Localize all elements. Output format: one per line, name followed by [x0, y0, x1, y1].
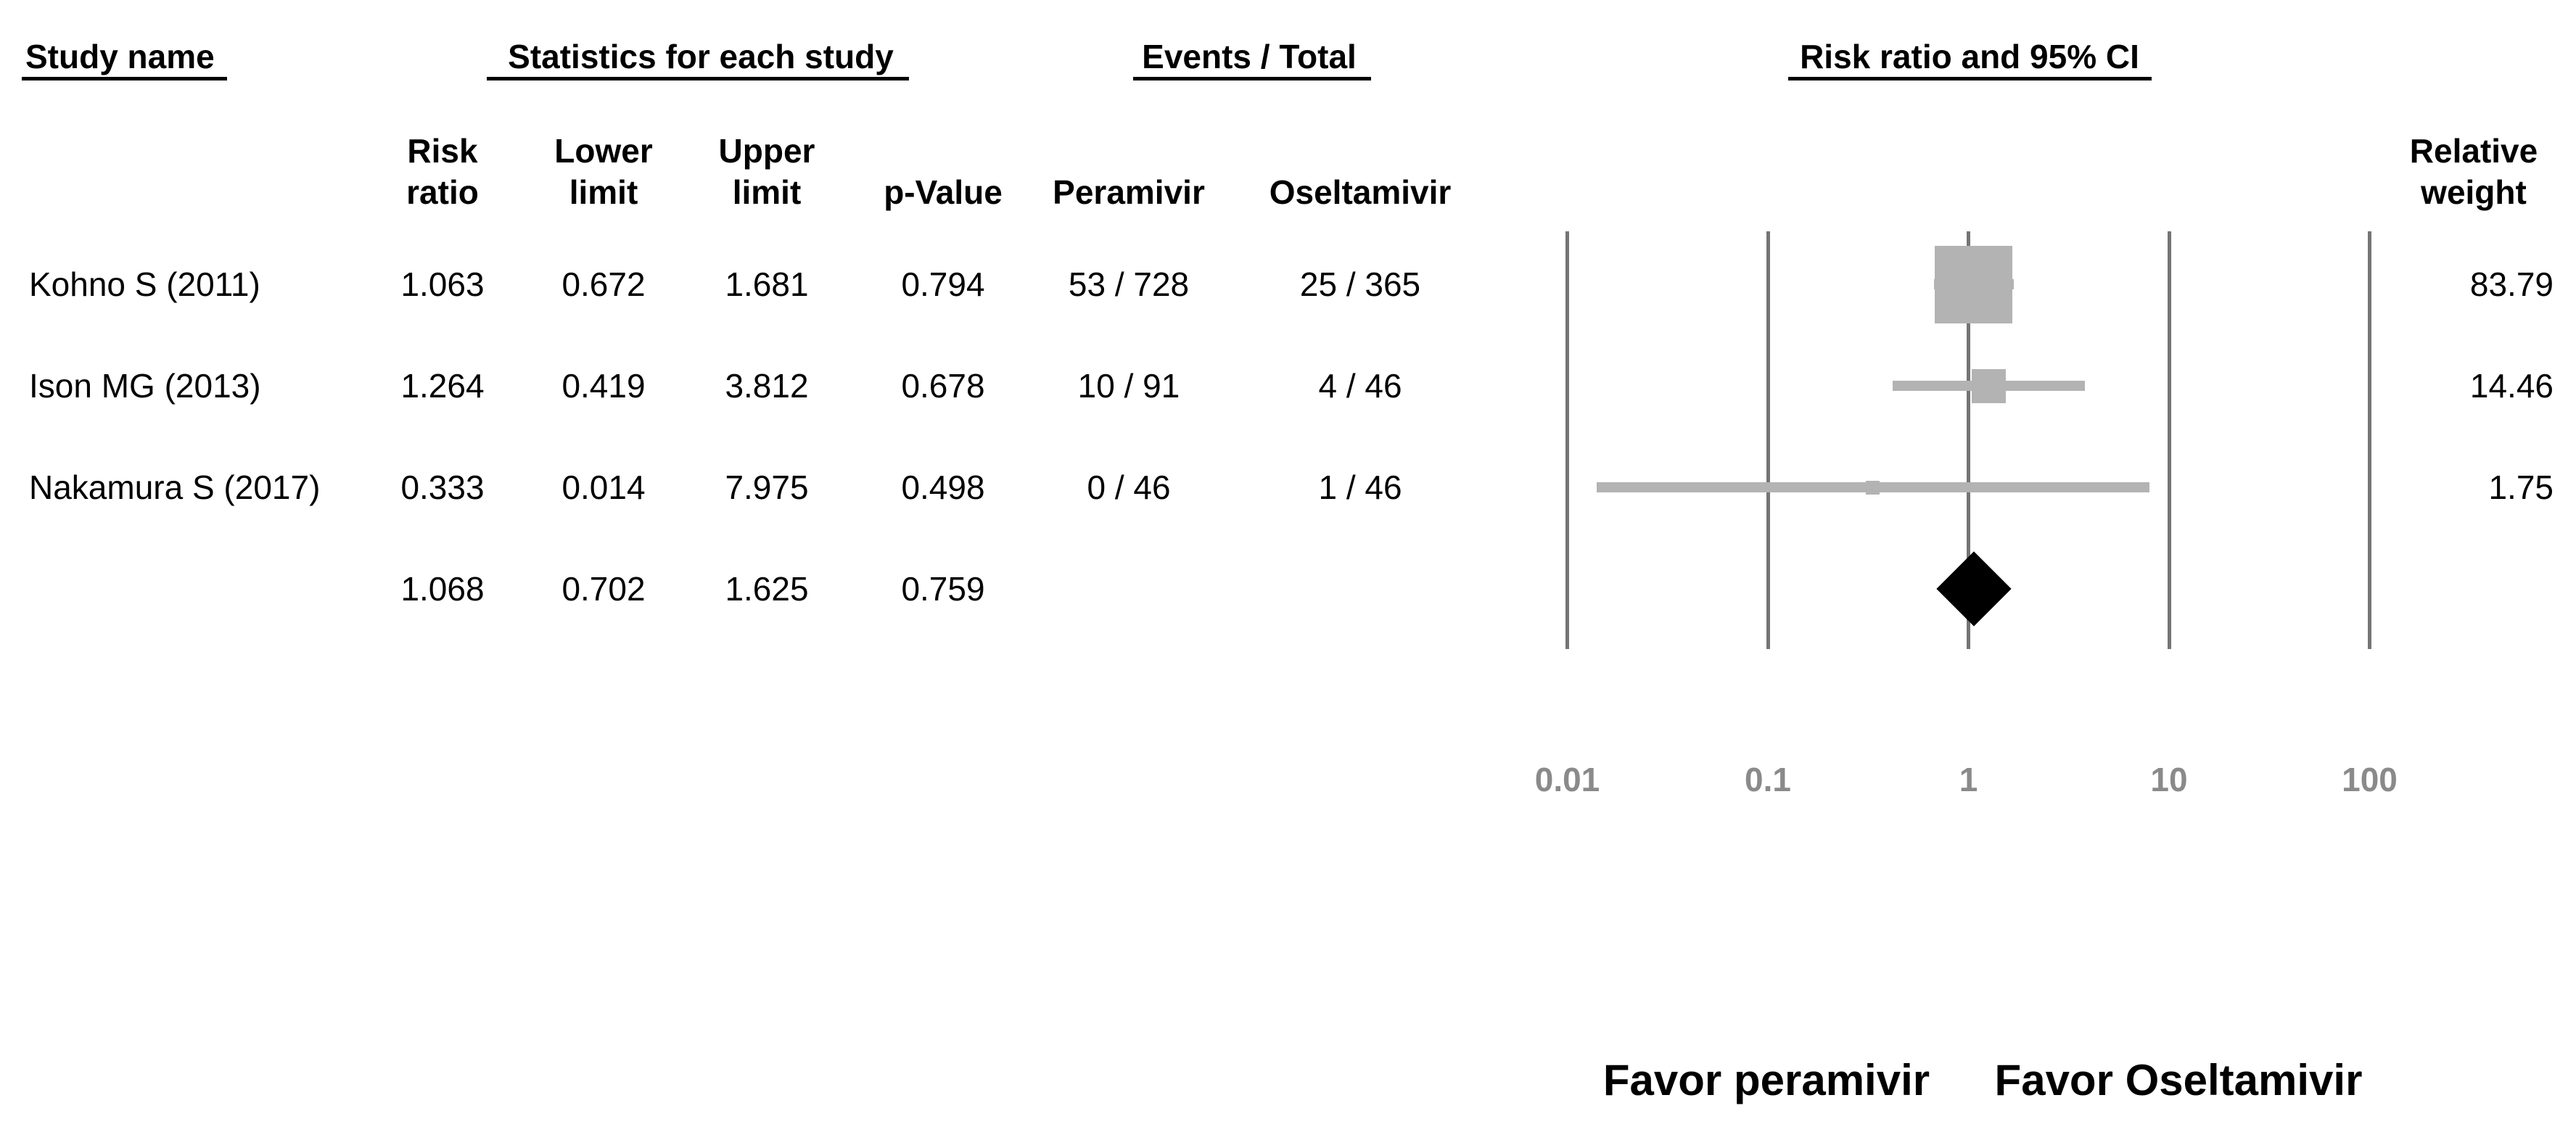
group-header-underline-2 [1133, 77, 1371, 80]
plot-gridline-0.1 [1766, 231, 1770, 649]
axis-tick-label-0.1: 0.1 [1745, 761, 1791, 798]
favor-right-label: Favor Oseltamivir [1994, 1056, 2363, 1104]
column-header-weight_line2: weight [2421, 173, 2527, 211]
row-1-lower_limit: 0.419 [561, 367, 646, 405]
row-1-relative_weight: 14.46 [2469, 367, 2554, 405]
row-3-p_value: 0.759 [901, 570, 985, 608]
axis-tick-label-0.01: 0.01 [1534, 761, 1600, 798]
plot-gridline-100 [2368, 231, 2371, 649]
row-3-lower_limit: 0.702 [561, 570, 646, 608]
row-0-upper_limit: 1.681 [725, 265, 809, 303]
row-2-p_value: 0.498 [901, 468, 985, 506]
column-header-upper_line1: Upper [718, 132, 815, 170]
column-header-upper_line2: limit [732, 173, 802, 211]
row-0-oseltamivir: 25 / 365 [1299, 265, 1421, 303]
group-header-underline-3 [1788, 77, 2152, 80]
row-2-risk_ratio: 0.333 [400, 468, 485, 506]
row-3-upper_limit: 1.625 [725, 570, 809, 608]
axis-tick-label-100: 100 [2342, 761, 2398, 798]
row-2-relative_weight: 1.75 [2488, 468, 2554, 506]
group-header-underline-1 [487, 77, 909, 80]
row-3-risk_ratio: 1.068 [400, 570, 485, 608]
point-estimate-square-2 [1865, 480, 1880, 495]
column-header-risk_line2: ratio [406, 173, 479, 211]
row-2-study: Nakamura S (2017) [29, 468, 321, 506]
row-2-peramivir: 0 / 46 [1087, 468, 1171, 506]
row-1-upper_limit: 3.812 [725, 367, 809, 405]
point-estimate-square-1 [1972, 368, 2007, 403]
row-0-study: Kohno S (2011) [29, 265, 260, 303]
column-header-risk_line1: Risk [407, 132, 478, 170]
plot-gridline-10 [2167, 231, 2171, 649]
favor-left-label: Favor peramivir [1602, 1056, 1930, 1104]
column-header-lower_line1: Lower [554, 132, 653, 170]
group-header-1: Statistics for each study [508, 38, 894, 75]
row-1-peramivir: 10 / 91 [1077, 367, 1180, 405]
group-header-2: Events / Total [1142, 38, 1357, 75]
plot-gridline-0.01 [1565, 231, 1569, 649]
row-2-oseltamivir: 1 / 46 [1318, 468, 1402, 506]
row-1-risk_ratio: 1.264 [400, 367, 485, 405]
row-0-risk_ratio: 1.063 [400, 265, 485, 303]
row-2-lower_limit: 0.014 [561, 468, 646, 506]
axis-tick-label-1: 1 [1959, 761, 1978, 798]
row-0-p_value: 0.794 [901, 265, 985, 303]
summary-diamond [1936, 551, 2012, 627]
column-header-weight_line1: Relative [2409, 132, 2538, 170]
group-header-underline-0 [22, 77, 227, 80]
row-0-peramivir: 53 / 728 [1068, 265, 1190, 303]
column-header-lower_line2: limit [569, 173, 638, 211]
column-header-oseltamivir: Oseltamivir [1269, 173, 1452, 211]
plot-gridline-1 [1967, 231, 1970, 649]
column-header-peramivir: Peramivir [1053, 173, 1205, 211]
axis-tick-label-10: 10 [2150, 761, 2188, 798]
row-1-study: Ison MG (2013) [29, 367, 261, 405]
group-header-0: Study name [25, 38, 215, 75]
row-2-upper_limit: 7.975 [725, 468, 809, 506]
column-header-p_value: p-Value [884, 173, 1003, 211]
row-1-oseltamivir: 4 / 46 [1318, 367, 1402, 405]
row-1-p_value: 0.678 [901, 367, 985, 405]
group-header-3: Risk ratio and 95% CI [1800, 38, 2139, 75]
row-0-relative_weight: 83.79 [2469, 265, 2554, 303]
point-estimate-square-0 [1935, 245, 2013, 323]
row-0-lower_limit: 0.672 [561, 265, 646, 303]
